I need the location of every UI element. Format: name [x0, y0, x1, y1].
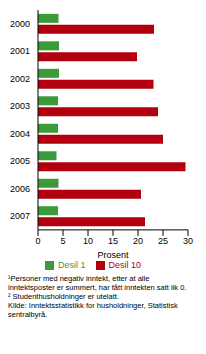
svg-text:0: 0	[35, 236, 40, 246]
html-text:Kilde: Inntektsstatistikk for: Kilde: Inntektsstatistikk for husholdnin…	[8, 301, 178, 319]
html-text:¹Personer med negativ inntekt,: ¹Personer med negativ inntekt, etter at …	[8, 274, 187, 292]
svg-text:2004: 2004	[10, 129, 30, 139]
svg-text:Prosent: Prosent	[97, 250, 129, 260]
html-text:Desil 1: Desil 1	[58, 259, 86, 270]
html-text:Desil 10: Desil 10	[108, 259, 141, 270]
svg-text:2007: 2007	[10, 211, 30, 221]
svg-text:2003: 2003	[10, 101, 30, 111]
svg-text:2005: 2005	[10, 156, 30, 166]
svg-text:25: 25	[158, 236, 168, 246]
svg-text:30: 30	[183, 236, 193, 246]
svg-text:10: 10	[83, 236, 93, 246]
svg-text:20: 20	[133, 236, 143, 246]
svg-text:2006: 2006	[10, 184, 30, 194]
svg-text:5: 5	[60, 236, 65, 246]
html-text:² Studenthusholdninger er utel: ² Studenthusholdninger er utelatt.	[8, 292, 119, 301]
svg-text:2001: 2001	[10, 46, 30, 56]
svg-text:15: 15	[108, 236, 118, 246]
svg-text:2000: 2000	[10, 19, 30, 29]
svg-text:2002: 2002	[10, 74, 30, 84]
